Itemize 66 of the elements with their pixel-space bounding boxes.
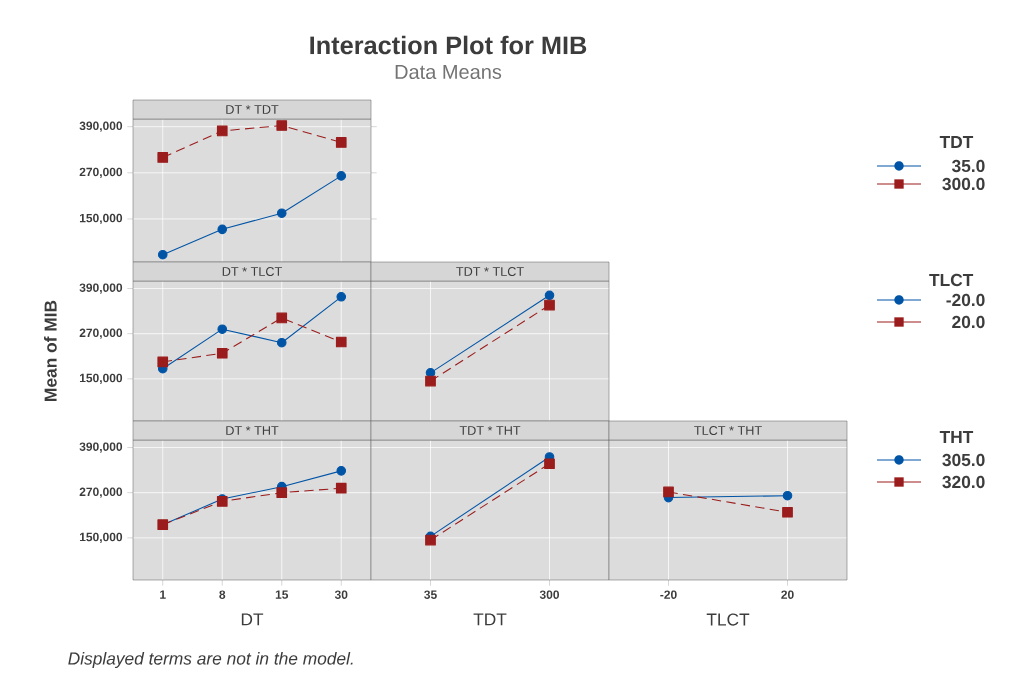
point bbox=[157, 356, 169, 368]
y-tick-label: 150,000 bbox=[79, 213, 123, 225]
point bbox=[216, 347, 228, 359]
point bbox=[217, 324, 228, 334]
legend-label: 305.0 bbox=[942, 453, 985, 467]
x-axis-title: DT bbox=[241, 613, 264, 626]
x-tick-label: 20 bbox=[781, 590, 794, 599]
legend-label: 300.0 bbox=[942, 177, 985, 191]
y-tick-label: 390,000 bbox=[79, 283, 123, 294]
chart-title: TLCT * THT bbox=[694, 426, 762, 435]
point bbox=[336, 466, 347, 476]
text: Displayed terms are not in the model. bbox=[68, 651, 353, 669]
legend-label: 320.0 bbox=[942, 475, 985, 489]
point bbox=[216, 125, 228, 137]
point bbox=[335, 137, 347, 148]
y-tick-label: 270,000 bbox=[79, 328, 123, 339]
point bbox=[336, 171, 347, 181]
legend-label: 35.0 bbox=[951, 159, 985, 173]
text: Data Means bbox=[395, 65, 502, 79]
y-tick-label: 270,000 bbox=[79, 167, 123, 178]
point bbox=[425, 368, 436, 378]
y-tick-label: 270,000 bbox=[79, 487, 123, 498]
text: Interaction Plot for MIB bbox=[310, 35, 587, 55]
x-tick-label: 300 bbox=[539, 590, 560, 599]
point bbox=[276, 312, 288, 324]
y-tick-label: 390,000 bbox=[79, 121, 123, 132]
y-tick-label: 150,000 bbox=[79, 532, 123, 543]
x-tick-label: 30 bbox=[334, 590, 348, 599]
point bbox=[544, 299, 555, 311]
legend-label: 20.0 bbox=[952, 315, 985, 329]
point bbox=[782, 490, 793, 501]
point bbox=[157, 152, 169, 163]
point bbox=[157, 249, 168, 260]
chart-title: DT * TDT bbox=[226, 105, 279, 114]
point bbox=[276, 487, 288, 499]
x-tick-label: 1 bbox=[160, 590, 166, 599]
y-tick-label: 150,000 bbox=[79, 373, 123, 384]
point bbox=[335, 336, 347, 348]
point bbox=[782, 506, 793, 518]
point bbox=[336, 292, 347, 302]
chart-title: TDT * TLCT bbox=[456, 267, 524, 276]
x-tick-label: 15 bbox=[275, 590, 289, 599]
chart-title: DT * THT bbox=[226, 426, 279, 435]
legend-title: THT bbox=[939, 431, 974, 443]
point bbox=[425, 375, 436, 387]
point bbox=[544, 458, 555, 470]
x-axis-title: TDT bbox=[473, 613, 507, 626]
legend-label: -20.0 bbox=[946, 293, 985, 307]
point bbox=[663, 486, 674, 498]
x-tick-label: -20 bbox=[660, 590, 677, 599]
y-tick-label: 390,000 bbox=[79, 442, 123, 453]
point bbox=[276, 337, 287, 348]
x-axis-title: TLCT bbox=[706, 613, 750, 626]
legend-title: TLCT bbox=[929, 273, 974, 287]
point bbox=[544, 290, 555, 301]
legend-title: TDT bbox=[939, 136, 974, 148]
point bbox=[217, 224, 228, 235]
y-axis-title: Mean of MIB bbox=[44, 300, 57, 401]
x-tick-label: 8 bbox=[219, 590, 226, 599]
chart-title: DT * TLCT bbox=[222, 267, 282, 276]
x-tick-label: 35 bbox=[424, 590, 437, 599]
point bbox=[276, 208, 287, 218]
point bbox=[276, 120, 288, 131]
chart-title: TDT * THT bbox=[459, 426, 521, 435]
point bbox=[335, 482, 347, 494]
point bbox=[425, 534, 436, 546]
